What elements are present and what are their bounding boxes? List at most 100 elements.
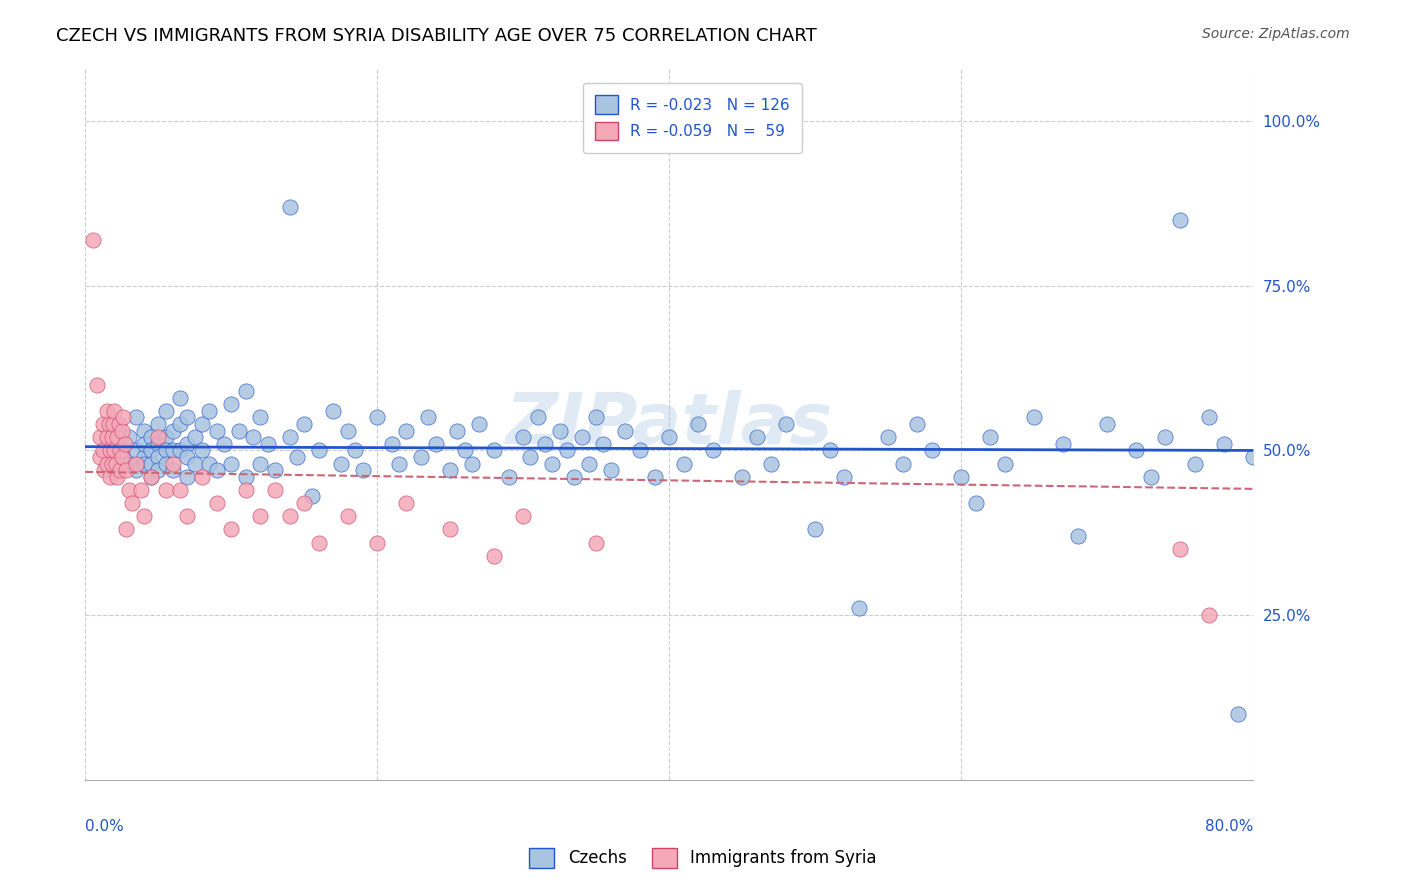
Point bbox=[139, 469, 162, 483]
Point bbox=[184, 457, 207, 471]
Point bbox=[1095, 417, 1118, 431]
Point bbox=[366, 535, 388, 549]
Point bbox=[89, 430, 111, 444]
Point bbox=[242, 430, 264, 444]
Point bbox=[176, 437, 198, 451]
Point bbox=[308, 535, 330, 549]
Point bbox=[118, 430, 141, 444]
Point bbox=[169, 443, 191, 458]
Text: CZECH VS IMMIGRANTS FROM SYRIA DISABILITY AGE OVER 75 CORRELATION CHART: CZECH VS IMMIGRANTS FROM SYRIA DISABILIT… bbox=[56, 27, 817, 45]
Point bbox=[395, 424, 418, 438]
Point bbox=[155, 457, 177, 471]
Point bbox=[115, 523, 138, 537]
Point bbox=[162, 443, 184, 458]
Point bbox=[121, 496, 143, 510]
Point bbox=[526, 410, 548, 425]
Point bbox=[905, 417, 928, 431]
Point bbox=[818, 443, 841, 458]
Point bbox=[482, 549, 505, 563]
Point bbox=[285, 450, 308, 464]
Point bbox=[228, 424, 250, 438]
Point bbox=[512, 509, 534, 524]
Point bbox=[541, 457, 564, 471]
Point bbox=[118, 483, 141, 497]
Point bbox=[1154, 430, 1177, 444]
Point bbox=[132, 450, 155, 464]
Point bbox=[169, 417, 191, 431]
Point bbox=[148, 437, 170, 451]
Text: Source: ZipAtlas.com: Source: ZipAtlas.com bbox=[1202, 27, 1350, 41]
Point bbox=[191, 443, 214, 458]
Point bbox=[628, 443, 651, 458]
Point bbox=[688, 417, 710, 431]
Point bbox=[191, 417, 214, 431]
Point bbox=[468, 417, 491, 431]
Point bbox=[249, 410, 271, 425]
Point bbox=[132, 437, 155, 451]
Point bbox=[1052, 437, 1074, 451]
Point bbox=[439, 463, 461, 477]
Legend: Czechs, Immigrants from Syria: Czechs, Immigrants from Syria bbox=[523, 841, 883, 875]
Point bbox=[482, 443, 505, 458]
Point bbox=[832, 469, 855, 483]
Point bbox=[96, 430, 118, 444]
Point bbox=[139, 430, 162, 444]
Point bbox=[1198, 607, 1220, 622]
Point bbox=[555, 443, 578, 458]
Point bbox=[86, 377, 108, 392]
Point bbox=[571, 430, 593, 444]
Point bbox=[125, 443, 148, 458]
Point bbox=[439, 523, 461, 537]
Point bbox=[155, 483, 177, 497]
Point bbox=[205, 463, 228, 477]
Point bbox=[381, 437, 404, 451]
Point bbox=[103, 404, 125, 418]
Point bbox=[82, 233, 104, 247]
Point bbox=[148, 463, 170, 477]
Point bbox=[1022, 410, 1045, 425]
Point bbox=[205, 496, 228, 510]
Point bbox=[219, 397, 242, 411]
Point bbox=[891, 457, 914, 471]
Point bbox=[98, 443, 121, 458]
Point bbox=[132, 457, 155, 471]
Point bbox=[103, 443, 125, 458]
Point bbox=[219, 457, 242, 471]
Point bbox=[585, 535, 607, 549]
Point bbox=[337, 424, 360, 438]
Point bbox=[125, 463, 148, 477]
Point bbox=[125, 410, 148, 425]
Point bbox=[614, 424, 637, 438]
Point bbox=[745, 430, 768, 444]
Text: 0.0%: 0.0% bbox=[86, 819, 124, 834]
Point bbox=[219, 523, 242, 537]
Point bbox=[176, 469, 198, 483]
Point bbox=[249, 509, 271, 524]
Point bbox=[278, 509, 301, 524]
Point bbox=[322, 404, 344, 418]
Point bbox=[100, 430, 122, 444]
Point bbox=[162, 463, 184, 477]
Point bbox=[292, 417, 315, 431]
Point bbox=[994, 457, 1017, 471]
Point bbox=[89, 450, 111, 464]
Point bbox=[366, 410, 388, 425]
Point bbox=[1139, 469, 1161, 483]
Point bbox=[278, 430, 301, 444]
Point bbox=[308, 443, 330, 458]
Point bbox=[139, 469, 162, 483]
Point bbox=[132, 424, 155, 438]
Point bbox=[198, 457, 221, 471]
Point bbox=[148, 417, 170, 431]
Point bbox=[205, 424, 228, 438]
Point bbox=[115, 463, 138, 477]
Point bbox=[93, 463, 115, 477]
Point bbox=[965, 496, 987, 510]
Point bbox=[418, 410, 440, 425]
Point bbox=[176, 410, 198, 425]
Point bbox=[107, 430, 129, 444]
Point bbox=[292, 496, 315, 510]
Point bbox=[148, 450, 170, 464]
Point bbox=[98, 469, 121, 483]
Point bbox=[264, 483, 287, 497]
